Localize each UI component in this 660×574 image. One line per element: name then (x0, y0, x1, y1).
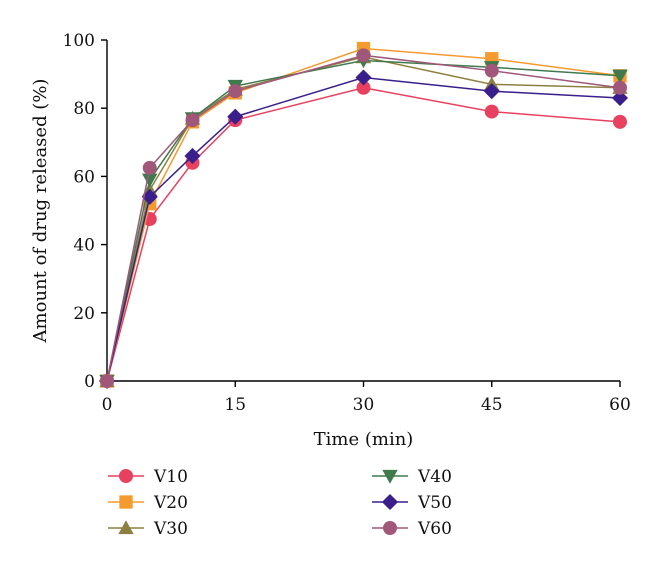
legend-marker (119, 469, 133, 483)
legend-item-v40: V40 (372, 467, 452, 487)
series-line-v50 (106, 76, 621, 382)
data-point-v50 (227, 108, 244, 125)
y-axis-title: Amount of drug released (%) (30, 79, 51, 344)
x-tick-label: 0 (102, 395, 113, 415)
legend-label: V30 (153, 519, 188, 539)
series-v50 (98, 69, 629, 390)
axes: 0 20 40 60 80 100 0 15 30 45 60 (63, 31, 631, 415)
data-point-v40 (612, 69, 628, 84)
legend-marker (381, 493, 399, 511)
legend-label: V60 (417, 519, 452, 539)
x-tick-label: 60 (609, 395, 631, 415)
data-point-v50 (483, 83, 500, 100)
y-tick-label: 80 (73, 99, 95, 119)
x-tick-label: 15 (224, 395, 246, 415)
legend-label: V20 (153, 493, 188, 513)
series-line-v20 (106, 47, 621, 382)
data-point-v10 (356, 80, 371, 95)
legend-marker (118, 520, 134, 535)
x-tick-label: 30 (353, 395, 375, 415)
series-v60 (100, 48, 627, 388)
y-tick-label: 100 (63, 31, 95, 51)
legend-marker (383, 521, 397, 535)
series-v40 (99, 54, 628, 389)
data-point-v60 (228, 84, 243, 99)
series-v30 (99, 49, 628, 388)
legend-item-v10: V10 (108, 467, 188, 487)
series-v10 (100, 80, 627, 388)
data-point-v60 (100, 374, 114, 388)
series-line-v40 (106, 59, 621, 382)
legend-label: V10 (153, 467, 188, 487)
data-point-v60 (613, 80, 627, 95)
x-tick-label: 45 (481, 395, 503, 415)
x-axis-title: Time (min) (314, 429, 414, 450)
legend-item-v30: V30 (108, 519, 188, 539)
data-point-v50 (184, 147, 201, 164)
data-point-v10 (484, 104, 499, 119)
data-point-v50 (141, 188, 158, 205)
series-line-v60 (106, 54, 621, 382)
data-point-v60 (142, 160, 157, 175)
legend-item-v60: V60 (372, 519, 452, 539)
data-point-v50 (355, 69, 372, 86)
legend-label: V50 (417, 493, 452, 513)
series-layer (98, 41, 629, 390)
data-point-v60 (356, 48, 371, 63)
legend-label: V40 (417, 467, 452, 487)
data-point-v40 (142, 173, 158, 188)
legend: V10 V20 V30 V40 V50 V60 (108, 467, 452, 539)
y-tick-label: 0 (84, 372, 95, 392)
data-point-v50 (611, 89, 629, 107)
data-point-v10 (613, 114, 627, 129)
legend-item-v50: V50 (372, 493, 452, 513)
legend-marker (119, 495, 133, 509)
y-tick-label: 60 (73, 167, 95, 187)
y-tick-label: 40 (73, 236, 95, 256)
y-tick-label: 20 (73, 304, 95, 324)
legend-marker (382, 469, 398, 484)
series-line-v30 (106, 56, 621, 382)
legend-item-v20: V20 (108, 493, 188, 513)
data-point-v60 (484, 63, 499, 78)
data-point-v60 (185, 113, 200, 128)
